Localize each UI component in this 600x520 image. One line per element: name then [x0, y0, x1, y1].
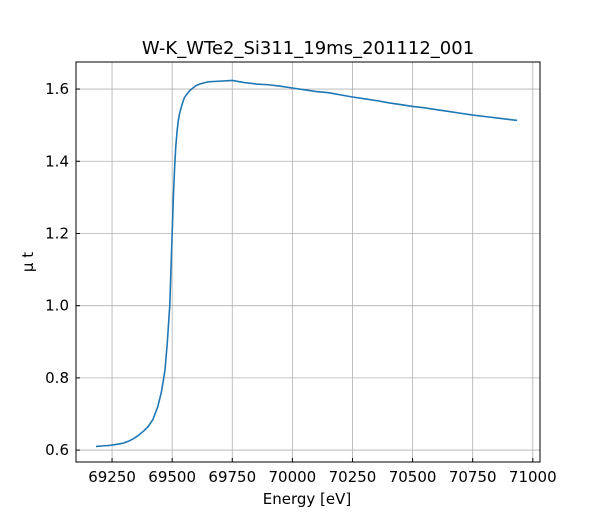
- series-layer: [95, 79, 518, 448]
- x-tick-label: 70500: [389, 468, 437, 486]
- y-tick-label: 1.4: [45, 152, 69, 170]
- y-tick-label: 0.8: [45, 369, 69, 387]
- series-line: [95, 79, 518, 448]
- chart-title: W-K_WTe2_Si311_19ms_201112_001: [142, 38, 474, 59]
- x-axis-label: Energy [eV]: [263, 490, 351, 508]
- x-tick-label: 69250: [88, 468, 136, 486]
- x-tick-label: 70000: [269, 468, 317, 486]
- y-tick-label: 1.6: [45, 80, 69, 98]
- y-tick-label: 1.2: [45, 224, 69, 242]
- y-axis: 0.6 0.8 1.0 1.2 1.4 1.6: [45, 80, 80, 459]
- x-axis: 69250 69500 69750 70000 70250 70500 70750 71000: [88, 458, 557, 486]
- x-tick-label: 70250: [329, 468, 377, 486]
- plot-frame: [75, 61, 541, 463]
- y-tick-label: 1.0: [45, 297, 69, 315]
- y-tick-label: 0.6: [45, 441, 69, 459]
- x-tick-label: 69500: [148, 468, 196, 486]
- x-tick-label: 71000: [509, 468, 557, 486]
- x-tick-label: 69750: [208, 468, 256, 486]
- x-tick-label: 70750: [449, 468, 497, 486]
- y-axis-label: μ t: [19, 252, 37, 272]
- grid: [76, 62, 540, 462]
